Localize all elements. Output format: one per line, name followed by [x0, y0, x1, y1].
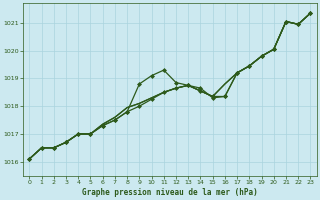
X-axis label: Graphe pression niveau de la mer (hPa): Graphe pression niveau de la mer (hPa) [82, 188, 258, 197]
